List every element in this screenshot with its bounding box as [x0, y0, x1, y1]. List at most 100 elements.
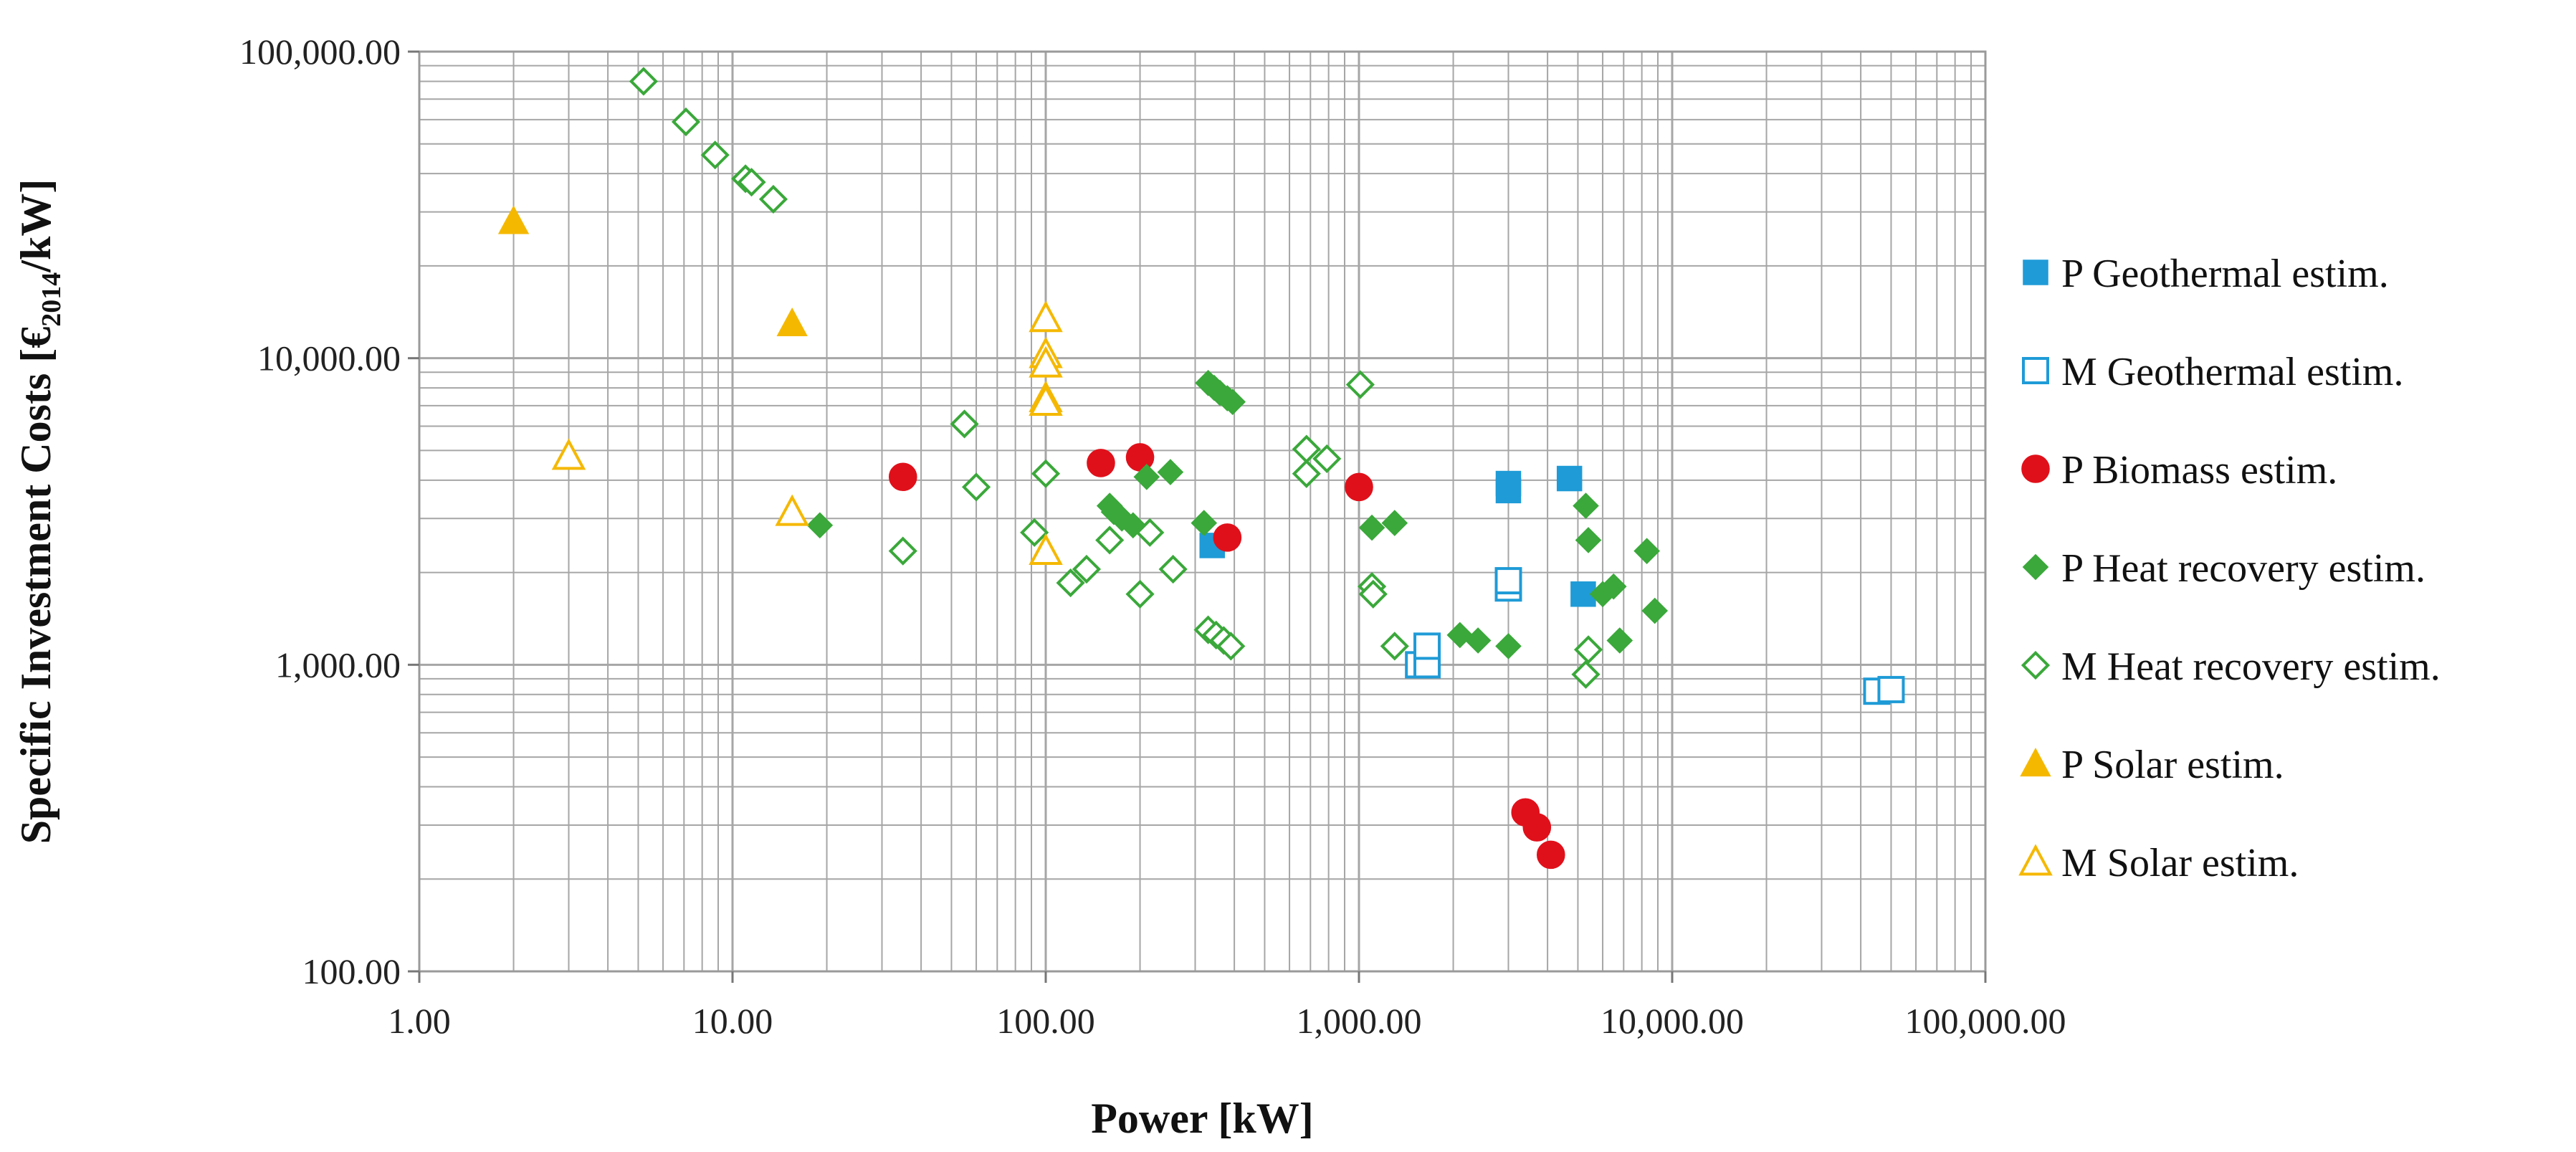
y-tick-label: 100.00 [302, 951, 401, 991]
legend: P Geothermal estim. M Geothermal estim. P … [2018, 252, 2441, 885]
x-tick-label: 1,000.00 [1297, 1001, 1422, 1041]
legend-marker [2023, 260, 2048, 285]
data-point [700, 141, 730, 170]
data-point [776, 307, 808, 337]
data-point [758, 184, 788, 214]
data-point [1600, 573, 1627, 600]
y-tick-label: 10,000.00 [257, 338, 401, 379]
series-4 [629, 67, 1603, 689]
data-point [737, 168, 766, 197]
data-point [1191, 510, 1218, 536]
data-point [1029, 346, 1063, 378]
legend-marker [2021, 650, 2051, 680]
y-axis-title: Specific Investment Costs [€2014/kW] [12, 179, 67, 844]
data-point [551, 438, 586, 470]
series-2 [888, 443, 1565, 870]
data-point [1575, 527, 1602, 553]
data-point [1219, 389, 1246, 415]
legend-label: M Solar estim. [2061, 841, 2299, 885]
series-0 [1199, 465, 1596, 607]
legend-label: M Geothermal estim. [2061, 350, 2403, 394]
x-tick-label: 10.00 [692, 1001, 773, 1041]
data-point [1087, 449, 1115, 477]
data-point [1877, 675, 1905, 703]
data-point [1381, 510, 1408, 536]
series-1 [1405, 567, 1905, 705]
legend-label: P Biomass estim. [2061, 448, 2337, 492]
legend-label: P Solar estim. [2061, 743, 2284, 787]
grid [418, 52, 1985, 973]
legend-label: P Geothermal estim. [2061, 252, 2389, 296]
data-point [888, 462, 917, 492]
data-point [1031, 459, 1061, 488]
series-5 [497, 205, 808, 337]
data-points [497, 67, 1905, 870]
data-point [1495, 470, 1522, 497]
data-point [1571, 660, 1601, 689]
x-tick-label: 100,000.00 [1905, 1001, 2066, 1041]
data-point [1358, 514, 1385, 541]
x-tick-label: 100.00 [996, 1001, 1095, 1041]
data-point [1536, 840, 1565, 870]
data-point [1133, 463, 1160, 490]
legend-marker [2022, 553, 2049, 581]
data-point [671, 107, 701, 137]
plot-area-frame [418, 50, 1987, 973]
legend-label: M Heat recovery estim. [2061, 644, 2441, 689]
data-point [1213, 523, 1242, 552]
x-axis-title: Power [kW] [1091, 1095, 1314, 1142]
data-point [1135, 518, 1165, 547]
y-axis-title-prefix: Specific Investment Costs [€ [12, 327, 59, 844]
data-point [1029, 300, 1063, 333]
data-point [1413, 632, 1441, 660]
y-axis-title-subscript: 2014 [37, 272, 67, 327]
legend-marker [2020, 748, 2051, 777]
y-tick-label: 1,000.00 [275, 644, 401, 685]
data-point [1216, 632, 1246, 661]
data-point [1633, 538, 1660, 564]
data-point [1345, 472, 1373, 502]
data-point [1029, 384, 1063, 416]
series-3 [806, 369, 1669, 660]
data-point [1522, 813, 1552, 842]
data-point [1158, 554, 1188, 584]
data-point [1495, 633, 1522, 660]
data-point [950, 409, 979, 439]
data-point [1380, 632, 1409, 661]
data-point [1072, 554, 1102, 584]
legend-marker [2022, 357, 2049, 384]
data-point [1292, 459, 1321, 488]
data-point [497, 205, 530, 234]
data-point [1029, 533, 1063, 565]
data-point [1464, 627, 1492, 654]
data-point [1125, 579, 1155, 609]
data-point [961, 472, 991, 502]
legend-label: P Heat recovery estim. [2061, 546, 2425, 591]
series-6 [551, 300, 1063, 565]
data-point [629, 67, 658, 96]
legend-marker [2018, 844, 2053, 876]
data-point [1358, 579, 1388, 609]
y-tick-label: 100,000.00 [239, 32, 401, 72]
data-point [1020, 518, 1049, 547]
data-point [1573, 492, 1599, 519]
data-point [1606, 627, 1633, 654]
data-point [1494, 567, 1522, 595]
data-point [1573, 635, 1603, 665]
y-axis-title-suffix: /kW] [12, 179, 59, 273]
data-point [1056, 568, 1085, 598]
data-point [806, 512, 834, 539]
x-tick-label: 10,000.00 [1601, 1001, 1744, 1041]
data-point [1556, 465, 1583, 492]
tick-labels: 1.00 10.00 100.00 1,000.00 10,000.00 100,000.… [239, 32, 2066, 1041]
data-point [1312, 444, 1342, 473]
data-point [1157, 459, 1184, 485]
data-point [888, 536, 917, 566]
data-point [1641, 597, 1669, 624]
data-point [775, 494, 809, 526]
data-point [1345, 370, 1375, 399]
x-tick-label: 1.00 [388, 1001, 451, 1041]
data-point [1095, 525, 1125, 555]
legend-marker [2021, 454, 2050, 483]
